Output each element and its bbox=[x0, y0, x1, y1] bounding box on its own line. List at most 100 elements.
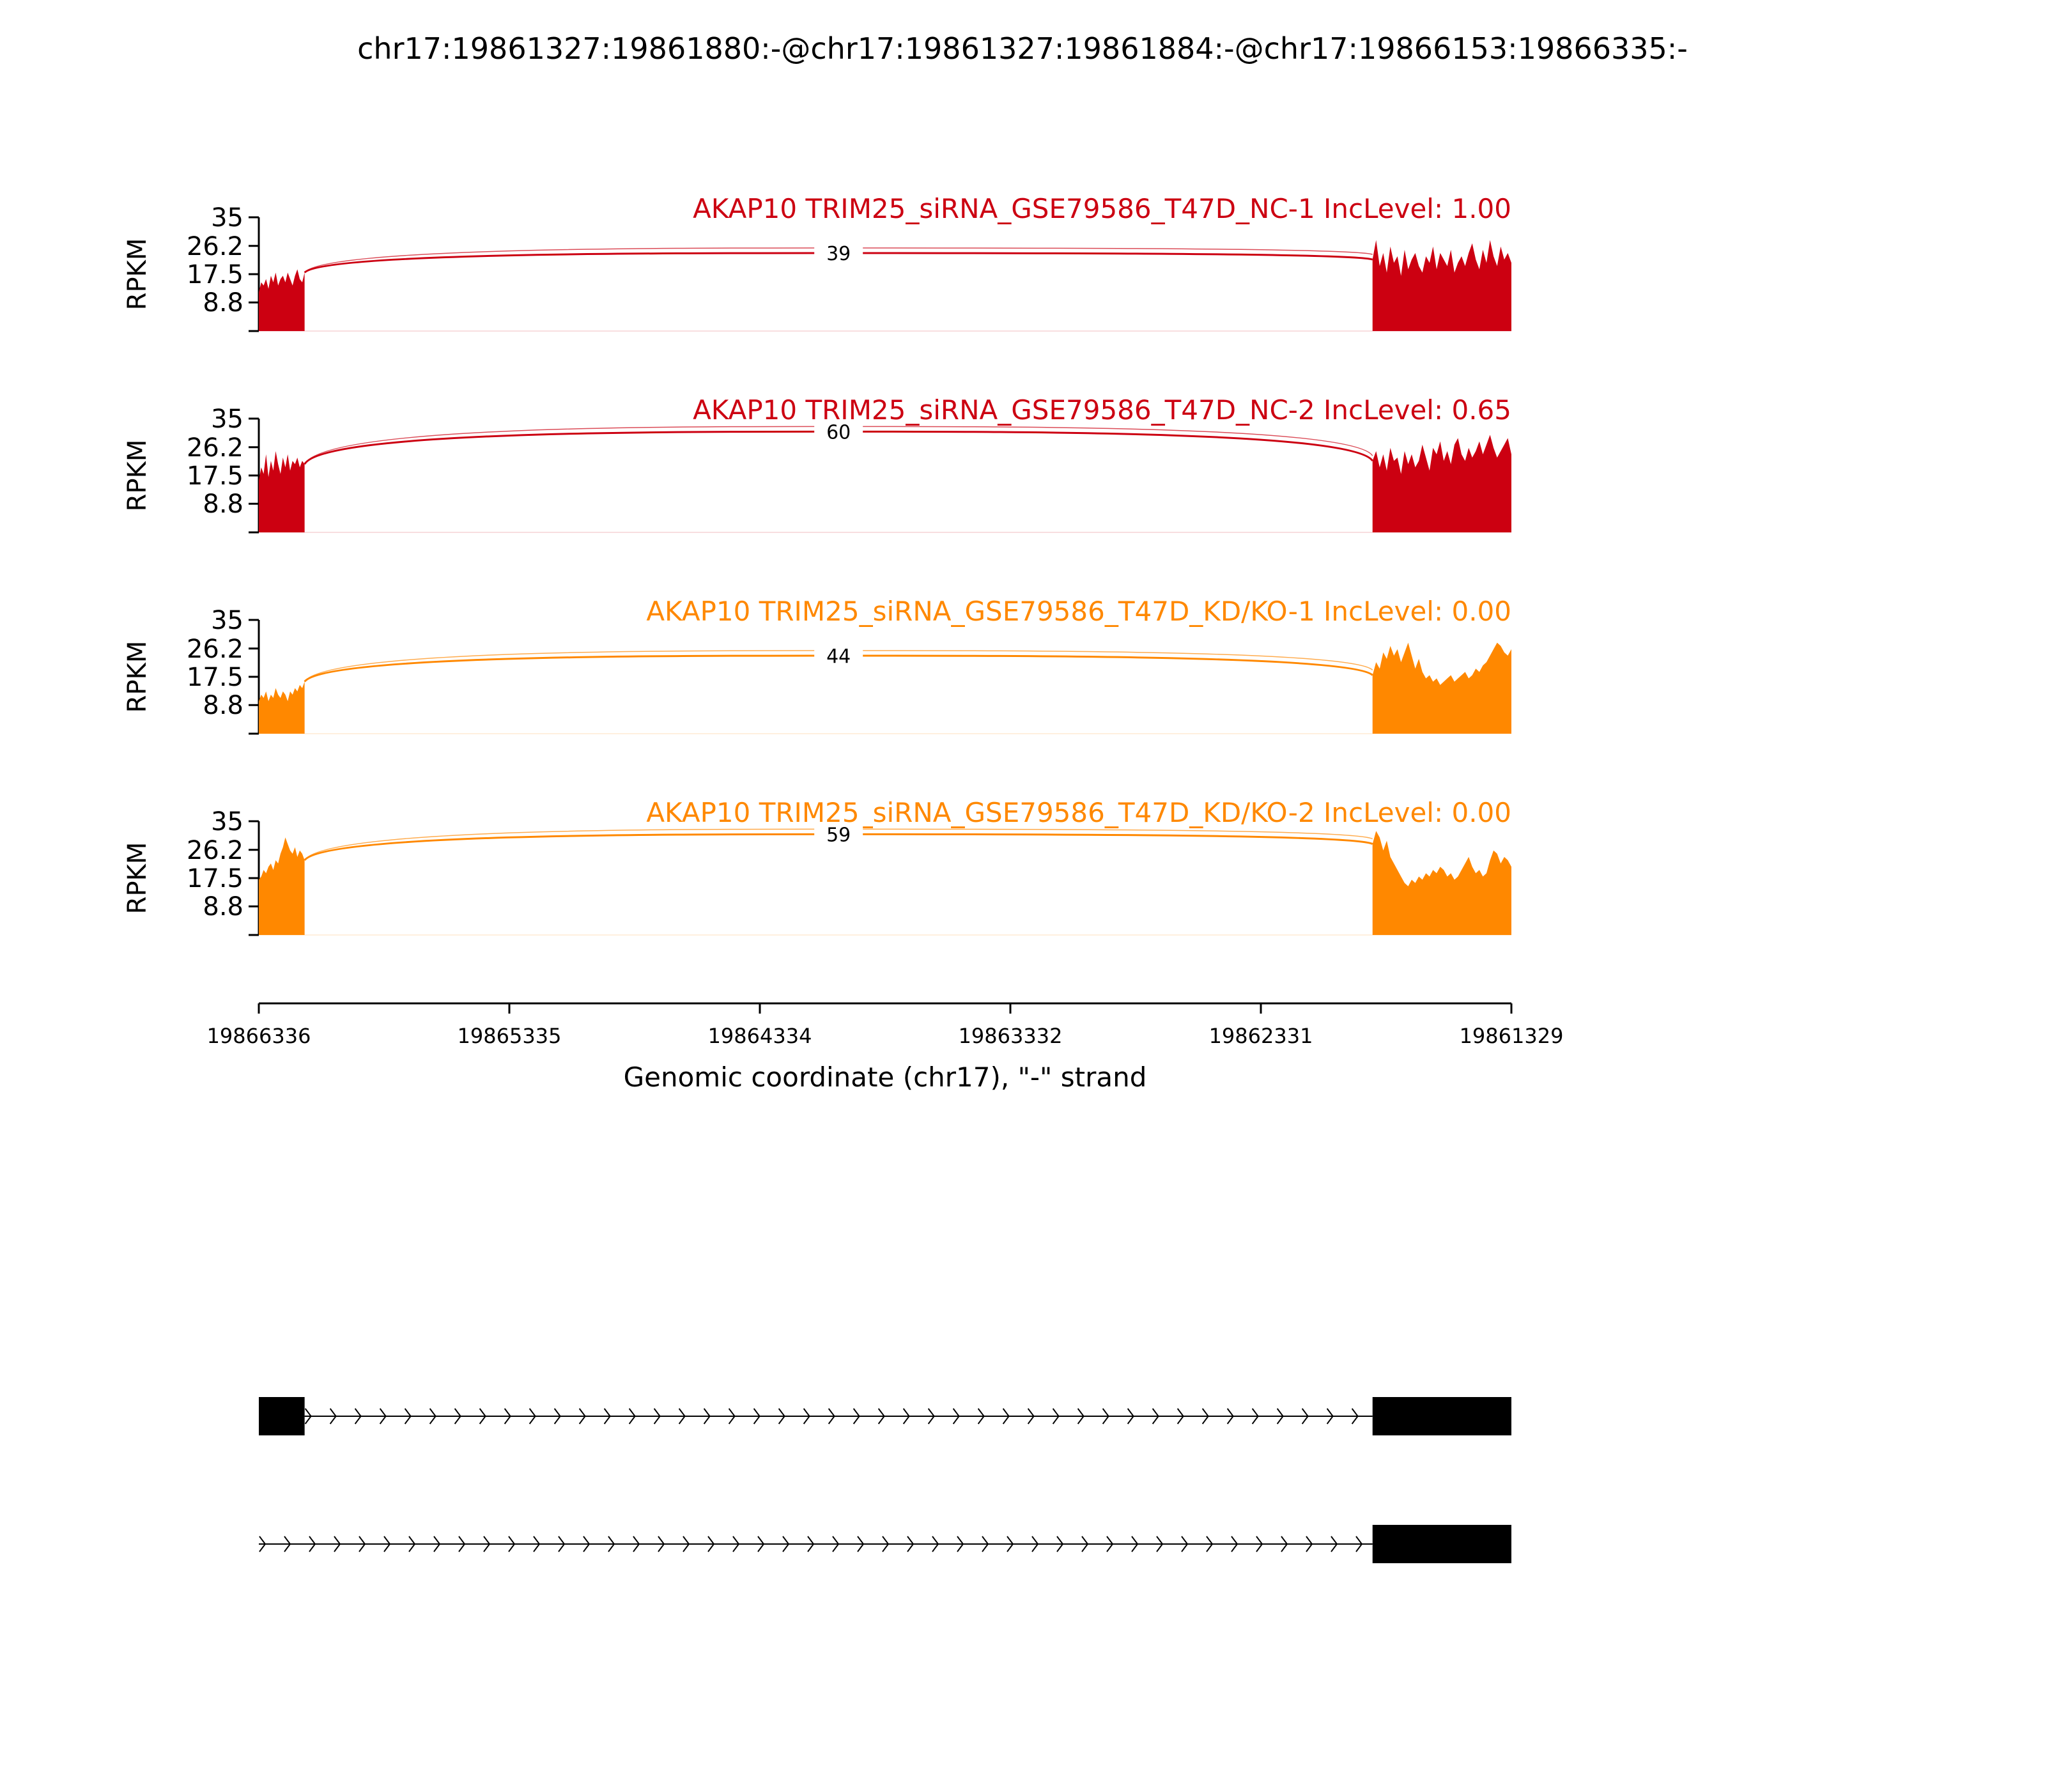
strand-arrow bbox=[1355, 1536, 1363, 1552]
x-tick-label: 19864334 bbox=[708, 1024, 812, 1048]
strand-arrow bbox=[603, 1408, 611, 1425]
y-tick-label: 26.2 bbox=[187, 836, 243, 865]
coverage-area bbox=[259, 837, 305, 935]
y-tick-label: 8.8 bbox=[203, 490, 243, 519]
y-tick-label: 8.8 bbox=[203, 288, 243, 318]
strand-arrow bbox=[1331, 1536, 1338, 1552]
sample-track: AKAP10 TRIM25_siRNA_GSE79586_T47D_KD/KO-… bbox=[123, 797, 1511, 936]
strand-arrow bbox=[1131, 1536, 1139, 1552]
strand-arrow bbox=[678, 1408, 686, 1425]
y-tick-label: 17.5 bbox=[187, 461, 243, 491]
y-tick-label: 26.2 bbox=[187, 433, 243, 463]
strand-arrow bbox=[259, 1536, 266, 1552]
strand-arrow bbox=[533, 1536, 541, 1552]
strand-arrow bbox=[408, 1536, 416, 1552]
strand-arrow bbox=[1177, 1408, 1184, 1425]
strand-arrow bbox=[1056, 1536, 1064, 1552]
junction-count-bg bbox=[814, 420, 863, 442]
strand-arrow bbox=[304, 1408, 312, 1425]
strand-arrow bbox=[732, 1536, 740, 1552]
sample-label: AKAP10 TRIM25_siRNA_GSE79586_T47D_KD/KO-… bbox=[646, 797, 1511, 828]
y-axis-label: RPKM bbox=[123, 641, 152, 713]
coverage-tracks: AKAP10 TRIM25_siRNA_GSE79586_T47D_NC-1 I… bbox=[123, 193, 1511, 936]
strand-arrow bbox=[454, 1408, 461, 1425]
coverage-area bbox=[1372, 642, 1511, 734]
coverage-area bbox=[1372, 831, 1511, 935]
sample-track: AKAP10 TRIM25_siRNA_GSE79586_T47D_NC-2 I… bbox=[123, 394, 1511, 534]
strand-arrow bbox=[404, 1408, 412, 1425]
strand-arrow bbox=[683, 1536, 690, 1552]
strand-arrow bbox=[778, 1408, 785, 1425]
strand-arrow bbox=[957, 1536, 964, 1552]
strand-arrow bbox=[1077, 1408, 1084, 1425]
strand-arrow bbox=[1002, 1408, 1010, 1425]
strand-arrow bbox=[853, 1408, 860, 1425]
strand-arrow bbox=[728, 1408, 736, 1425]
strand-arrow bbox=[907, 1536, 914, 1552]
strand-arrow bbox=[558, 1536, 566, 1552]
strand-arrow bbox=[1007, 1536, 1014, 1552]
x-tick-label: 19863332 bbox=[959, 1024, 1063, 1048]
strand-arrow bbox=[782, 1536, 790, 1552]
junction-count-bg bbox=[814, 823, 863, 845]
junction-count-label: 59 bbox=[826, 824, 851, 846]
sample-track: AKAP10 TRIM25_siRNA_GSE79586_T47D_KD/KO-… bbox=[123, 596, 1511, 735]
strand-arrow bbox=[857, 1536, 865, 1552]
strand-arrow bbox=[329, 1408, 337, 1425]
strand-arrow bbox=[553, 1408, 561, 1425]
junction-count-bg bbox=[814, 241, 863, 263]
transcript-row bbox=[259, 1525, 1511, 1563]
x-tick-label: 19861329 bbox=[1460, 1024, 1564, 1048]
sample-track: AKAP10 TRIM25_siRNA_GSE79586_T47D_NC-1 I… bbox=[123, 193, 1511, 332]
y-tick-label: 17.5 bbox=[187, 864, 243, 893]
transcript-models bbox=[259, 1397, 1511, 1563]
y-tick-label: 17.5 bbox=[187, 663, 243, 692]
strand-arrow bbox=[508, 1536, 516, 1552]
transcript-row bbox=[259, 1397, 1511, 1435]
figure-title: chr17:19861327:19861880:-@chr17:19861327… bbox=[357, 31, 1688, 66]
strand-arrow bbox=[633, 1536, 640, 1552]
strand-arrow bbox=[828, 1408, 835, 1425]
strand-arrow bbox=[1052, 1408, 1060, 1425]
strand-arrow bbox=[877, 1408, 885, 1425]
strand-arrow bbox=[529, 1408, 536, 1425]
strand-arrow bbox=[982, 1536, 989, 1552]
strand-arrow bbox=[1326, 1408, 1334, 1425]
strand-arrow bbox=[359, 1536, 366, 1552]
strand-arrow bbox=[1251, 1408, 1259, 1425]
strand-arrow bbox=[1276, 1408, 1284, 1425]
x-axis-label: Genomic coordinate (chr17), "-" strand bbox=[624, 1062, 1147, 1093]
strand-arrow bbox=[1201, 1408, 1209, 1425]
exon-block bbox=[1372, 1525, 1511, 1563]
strand-arrow bbox=[707, 1536, 715, 1552]
strand-arrow bbox=[753, 1408, 760, 1425]
coverage-area bbox=[259, 681, 305, 734]
strand-arrow bbox=[1301, 1408, 1309, 1425]
strand-arrow bbox=[882, 1536, 890, 1552]
strand-arrow bbox=[902, 1408, 910, 1425]
junction-count-label: 60 bbox=[826, 421, 851, 444]
strand-arrow bbox=[952, 1408, 960, 1425]
strand-arrow bbox=[807, 1536, 815, 1552]
y-tick-label: 35 bbox=[211, 606, 243, 635]
sample-label: AKAP10 TRIM25_siRNA_GSE79586_T47D_NC-1 I… bbox=[693, 193, 1511, 224]
junction-count-bg bbox=[814, 644, 863, 666]
y-tick-label: 35 bbox=[211, 807, 243, 837]
exon-block bbox=[1372, 1397, 1511, 1435]
strand-arrow bbox=[608, 1536, 615, 1552]
y-axis-label: RPKM bbox=[123, 842, 152, 915]
strand-arrow bbox=[383, 1536, 391, 1552]
strand-arrow bbox=[832, 1536, 840, 1552]
x-axis: 19866336 19865335 19864334 19863332 19862331… bbox=[207, 1002, 1564, 1093]
coverage-area bbox=[1372, 435, 1511, 532]
strand-arrow bbox=[977, 1408, 985, 1425]
strand-arrow bbox=[1256, 1536, 1263, 1552]
strand-arrow bbox=[628, 1408, 636, 1425]
strand-arrow bbox=[429, 1408, 436, 1425]
strand-arrow bbox=[284, 1536, 291, 1552]
strand-arrow bbox=[458, 1536, 466, 1552]
strand-arrow bbox=[379, 1408, 387, 1425]
strand-arrow bbox=[927, 1408, 935, 1425]
